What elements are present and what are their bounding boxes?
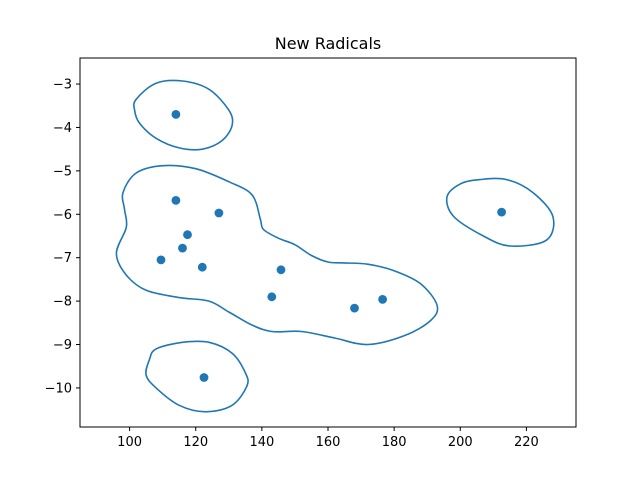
plot-frame [79,57,577,428]
data-point-8 [276,265,286,275]
x-tick-label: 100 [117,435,142,450]
y-tick-label: −4 [53,121,72,136]
data-point-11 [350,303,359,313]
data-point-13 [199,373,209,382]
y-axis: −3 −4 −5 −6 −7 −8 −9 −10 [45,78,80,396]
data-point-1 [171,110,181,119]
x-axis: 100 120 140 160 180 200 220 [117,427,539,450]
y-tick-label: −9 [53,338,72,353]
x-tick-label: 120 [183,435,208,450]
y-tick-label: −7 [53,251,72,266]
x-tick-label: 160 [316,435,341,450]
y-tick-label: −8 [53,295,72,310]
density-contours [115,79,555,413]
y-tick-label: −3 [53,78,72,93]
data-point-2 [171,196,181,205]
data-points [156,110,506,382]
data-point-7 [197,262,207,272]
data-point-12 [497,207,506,217]
contour-line-2 [115,164,439,346]
data-point-4 [183,230,192,240]
x-tick-label: 200 [448,435,473,450]
data-point-9 [267,292,277,302]
x-tick-label: 180 [382,435,407,450]
y-tick-label: −10 [45,381,72,396]
contour-line-4 [145,340,249,413]
data-point-5 [178,243,187,253]
contour-line-1 [133,79,234,151]
data-point-3 [214,208,224,218]
x-tick-label: 140 [249,435,274,450]
chart-title: New Radicals [275,34,382,53]
contour-line-3 [445,177,555,247]
data-point-10 [378,295,387,304]
data-point-6 [156,255,166,265]
x-tick-label: 220 [514,435,539,450]
y-tick-label: −5 [53,164,72,179]
y-tick-label: −6 [53,208,72,223]
